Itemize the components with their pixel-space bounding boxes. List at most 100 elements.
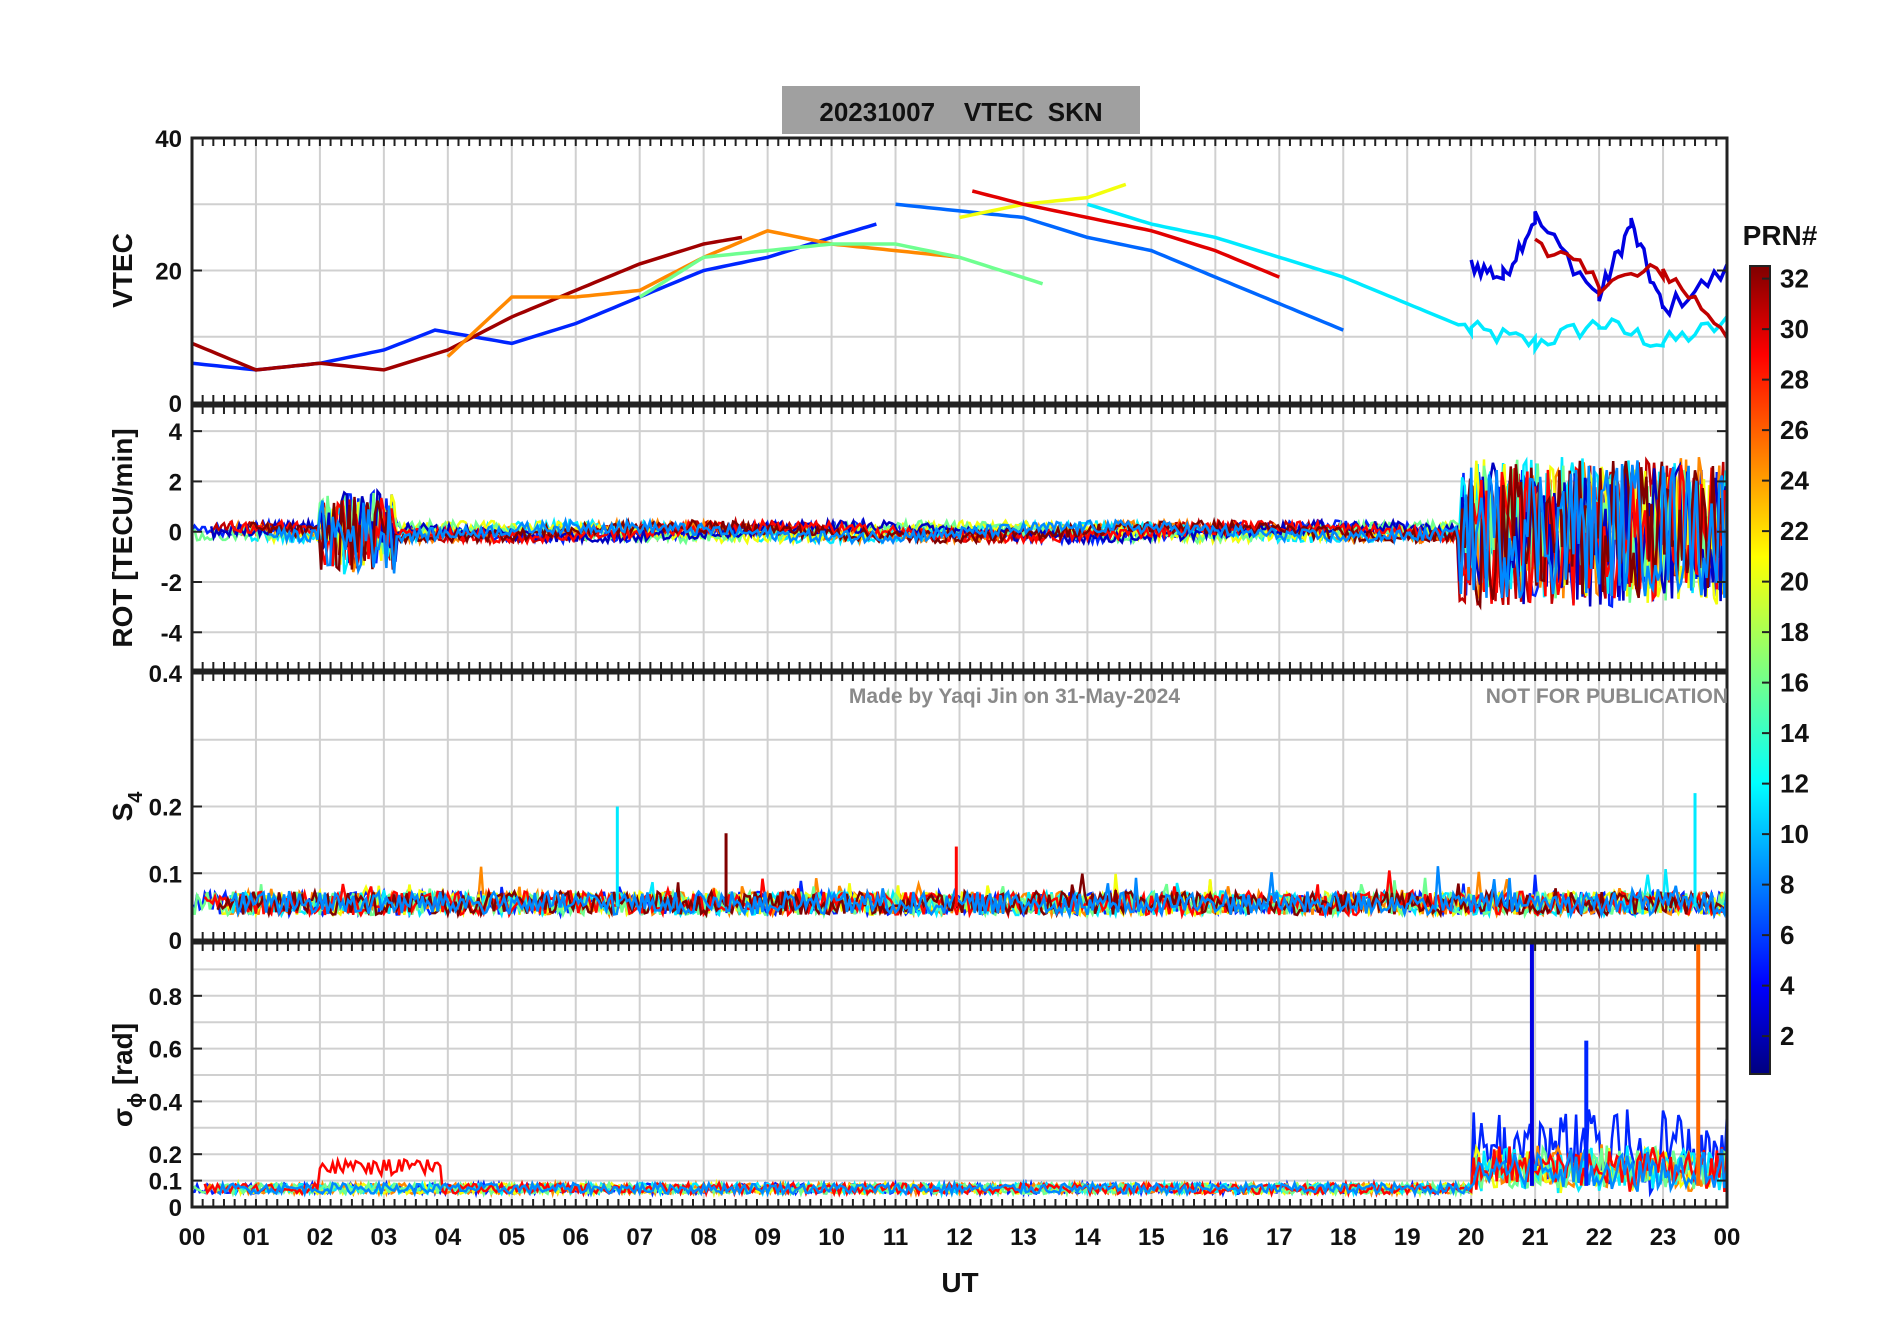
x-tick-label: 15 xyxy=(1138,1224,1165,1251)
x-tick-label: 20 xyxy=(1458,1224,1485,1251)
ylabel-unit: [rad] xyxy=(107,1023,138,1093)
colorbar-tick-label: 14 xyxy=(1780,718,1809,748)
ylabel-main: S xyxy=(107,803,138,822)
x-tick-label: 14 xyxy=(1074,1224,1101,1251)
x-tick-label: 09 xyxy=(754,1224,781,1251)
vtec-series-prn-30 xyxy=(1534,237,1729,339)
y-axis-label-vtec: VTEC xyxy=(107,233,138,308)
panel-s4: 0 0.1 0.2 0.4 S4 xyxy=(107,661,1729,955)
x-tick-label: 17 xyxy=(1266,1224,1293,1251)
panel-rot: -4 -2 0 2 4 ROT [TECU/min] xyxy=(107,404,1729,672)
x-tick-label: 08 xyxy=(690,1224,717,1251)
y-tick-label: 0 xyxy=(169,520,182,547)
y-tick-label: 20 xyxy=(155,259,182,286)
colorbar-tick-label: 18 xyxy=(1780,617,1809,647)
vtec-series-prn-31 xyxy=(191,235,743,372)
traces-sigphi xyxy=(191,943,1729,1199)
y-tick-label: 40 xyxy=(155,126,182,153)
y-tick-label: 0.1 xyxy=(149,1169,182,1196)
watermark-author: Made by Yaqi Jin on 31-May-2024 xyxy=(849,685,1180,708)
x-tick-label: 13 xyxy=(1010,1224,1037,1251)
minor-ticks-sigphi xyxy=(191,943,1728,1207)
watermark-notice: NOT FOR PUBLICATION xyxy=(1486,685,1728,708)
s4-series-prn-9 xyxy=(229,866,1729,920)
y-tick-label: 4 xyxy=(169,419,183,446)
y-tick-label: 0.4 xyxy=(149,661,183,688)
x-tick-label: 06 xyxy=(562,1224,589,1251)
vtec-series-prn-16 xyxy=(638,242,1044,299)
x-tick-label: 04 xyxy=(434,1224,461,1251)
y-axis-label-s4: S4 xyxy=(107,791,147,822)
y-tick-label: 0 xyxy=(169,1195,182,1222)
ylabel-sub: 4 xyxy=(125,791,147,803)
vtec-series-prn-29 xyxy=(971,189,1280,279)
x-tick-label: 00 xyxy=(1714,1224,1741,1251)
vtec-series-prn-8 xyxy=(895,202,1344,332)
title-box-bg xyxy=(782,86,1140,134)
colorbar-tick-label: 2 xyxy=(1780,1021,1794,1051)
x-tick-label: 12 xyxy=(946,1224,973,1251)
colorbar-gradient xyxy=(1749,265,1771,1075)
colorbar-tick-label: 8 xyxy=(1780,870,1794,900)
x-tick-label: 07 xyxy=(626,1224,653,1251)
x-tick-label: 03 xyxy=(371,1224,398,1251)
y-tick-label: 0.2 xyxy=(149,795,182,822)
traces-rot xyxy=(190,456,1729,611)
x-axis-label: UT xyxy=(941,1267,978,1298)
y-tick-label: 2 xyxy=(169,469,182,496)
traces-vtec xyxy=(191,182,1729,372)
colorbar-tick-label: 6 xyxy=(1780,920,1794,950)
y-tick-label: 0.8 xyxy=(149,984,182,1011)
y-axis-label-sigphi: σϕ [rad] xyxy=(107,1023,147,1127)
x-tick-label: 10 xyxy=(818,1224,845,1251)
colorbar-tick-label: 20 xyxy=(1780,567,1809,597)
chart-title: 20231007 VTEC SKN xyxy=(819,97,1102,127)
ylabel-main: σ xyxy=(107,1108,138,1127)
x-tick-label: 02 xyxy=(307,1224,334,1251)
colorbar: PRN# 32 30 28 26 24 22 20 18 16 14 12 10 8 6 4 2 xyxy=(1743,220,1818,1075)
vtec-series-prn-4 xyxy=(1469,210,1729,319)
x-tick-label: 19 xyxy=(1394,1224,1421,1251)
minor-ticks-vtec xyxy=(191,138,1728,403)
colorbar-label: PRN# xyxy=(1743,220,1818,251)
title-box: 20231007 VTEC SKN xyxy=(782,86,1140,134)
rot-series-prn-32 xyxy=(248,460,1727,611)
y-tick-label: -2 xyxy=(161,570,182,597)
colorbar-tick-label: 10 xyxy=(1780,819,1809,849)
x-tick-label: 18 xyxy=(1330,1224,1357,1251)
y-tick-label: 0.4 xyxy=(149,1089,183,1116)
colorbar-tick-label: 26 xyxy=(1780,415,1809,445)
traces-s4 xyxy=(190,793,1729,920)
colorbar-tick-label: 30 xyxy=(1780,314,1809,344)
vtec-series-prn-20 xyxy=(959,182,1127,220)
rot-series-prn-9 xyxy=(268,460,1729,599)
x-axis: 00 01 02 03 04 05 06 07 08 09 10 11 12 13 14 15 16 17 18 19… xyxy=(179,1224,1741,1251)
sigphi-series-prn-9 xyxy=(216,1148,1729,1198)
y-tick-label: 0 xyxy=(169,391,182,418)
y-tick-label: 0.1 xyxy=(149,861,182,888)
minor-ticks-rot xyxy=(191,406,1728,670)
x-tick-label: 11 xyxy=(883,1224,908,1251)
y-tick-label: 0.6 xyxy=(149,1037,182,1064)
x-tick-label: 01 xyxy=(243,1224,270,1251)
colorbar-ticks: 32 30 28 26 24 22 20 18 16 14 12 10 8 6 4 2 xyxy=(1762,264,1809,1051)
colorbar-tick-label: 24 xyxy=(1780,466,1809,496)
y-axis-label-rot: ROT [TECU/min] xyxy=(107,428,138,647)
x-tick-label: 00 xyxy=(179,1224,206,1251)
minor-ticks-s4 xyxy=(191,673,1728,940)
colorbar-tick-label: 28 xyxy=(1780,365,1809,395)
sigphi-series-prn-28 xyxy=(203,1145,1729,1199)
x-tick-label: 23 xyxy=(1650,1224,1677,1251)
colorbar-tick-label: 4 xyxy=(1780,971,1795,1001)
panel-sigphi: 00.10.2 0.4 0.6 0.8σϕ [rad] xyxy=(107,941,1729,1222)
x-tick-label: 16 xyxy=(1202,1224,1229,1251)
colorbar-tick-label: 12 xyxy=(1780,769,1809,799)
vtec-series-prn-12 xyxy=(1086,202,1729,356)
x-tick-label: 21 xyxy=(1522,1224,1549,1251)
colorbar-tick-label: 22 xyxy=(1780,516,1809,546)
y-tick-label: 0.2 xyxy=(149,1142,182,1169)
x-tick-label: 22 xyxy=(1586,1224,1613,1251)
